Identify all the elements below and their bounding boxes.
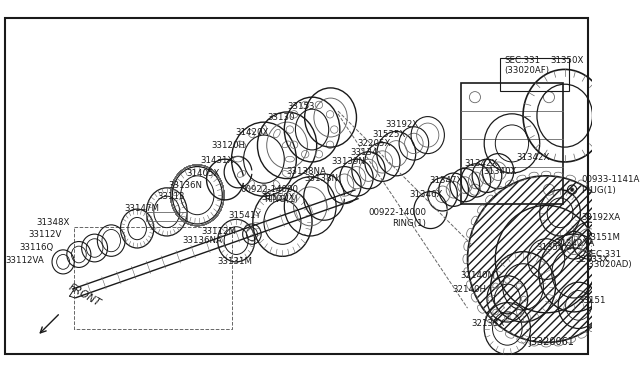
Text: 33131M: 33131M: [218, 257, 253, 266]
Text: 32205X: 32205X: [357, 139, 391, 148]
Text: 31346X: 31346X: [409, 190, 442, 199]
Text: 33120H: 33120H: [211, 141, 245, 150]
Bar: [147, 212, 187, 221]
Text: 33192XA: 33192XA: [581, 213, 621, 222]
Text: 31342X: 31342X: [465, 159, 498, 168]
Bar: [500, 58, 570, 91]
Text: 31342XA: 31342XA: [556, 239, 595, 248]
Text: 32133X: 32133X: [471, 320, 504, 328]
Text: 00922-14000
RING(1): 00922-14000 RING(1): [368, 208, 426, 228]
Text: J3320061: J3320061: [528, 337, 574, 347]
Text: 33192X: 33192X: [385, 121, 419, 129]
Circle shape: [570, 188, 574, 192]
Text: 31431X: 31431X: [200, 155, 234, 164]
Text: 00933-1141A
PLUG(1): 00933-1141A PLUG(1): [581, 175, 640, 195]
Text: 33130: 33130: [267, 113, 294, 122]
Text: 31420X: 31420X: [235, 128, 269, 137]
Text: 33139N: 33139N: [332, 157, 365, 166]
Text: 33112VA: 33112VA: [6, 256, 45, 264]
Text: 33136NA: 33136NA: [182, 236, 222, 245]
Text: SEC.331
(33020AD): SEC.331 (33020AD): [585, 250, 632, 269]
Text: 33153: 33153: [287, 102, 315, 111]
Text: 31405X: 31405X: [186, 169, 220, 177]
Text: 33136N: 33136N: [168, 180, 202, 190]
Text: 31525X: 31525X: [372, 130, 406, 139]
Text: 32133X: 32133X: [576, 254, 609, 264]
Text: 00922-14000
RING(1): 00922-14000 RING(1): [240, 185, 298, 205]
Text: FRONT: FRONT: [67, 282, 102, 308]
Text: 33113: 33113: [158, 192, 185, 201]
Text: 33138NA: 33138NA: [286, 167, 326, 176]
Text: 31350X: 31350X: [551, 56, 584, 65]
Text: 33147M: 33147M: [124, 204, 159, 213]
Text: 33138N: 33138N: [304, 174, 338, 183]
Text: 33151M: 33151M: [585, 233, 620, 242]
Text: 33151: 33151: [579, 296, 606, 305]
Text: 31541Y: 31541Y: [228, 211, 261, 220]
Text: 33116Q: 33116Q: [20, 243, 54, 251]
Text: 31550X: 31550X: [261, 193, 294, 202]
Text: 32140M: 32140M: [460, 271, 495, 280]
Text: 31342X: 31342X: [516, 153, 550, 162]
Text: 33134: 33134: [350, 148, 378, 157]
Bar: [461, 83, 563, 203]
Text: 31350XA: 31350XA: [536, 243, 576, 251]
Text: 31340X: 31340X: [483, 167, 516, 176]
Text: 31347X: 31347X: [429, 176, 463, 185]
Text: 32140H: 32140H: [452, 285, 486, 294]
Text: SEC.331
(33020AF): SEC.331 (33020AF): [504, 55, 550, 75]
Text: 31348X: 31348X: [36, 218, 70, 227]
Text: 33112V: 33112V: [29, 230, 62, 238]
Text: 33112M: 33112M: [201, 227, 236, 236]
